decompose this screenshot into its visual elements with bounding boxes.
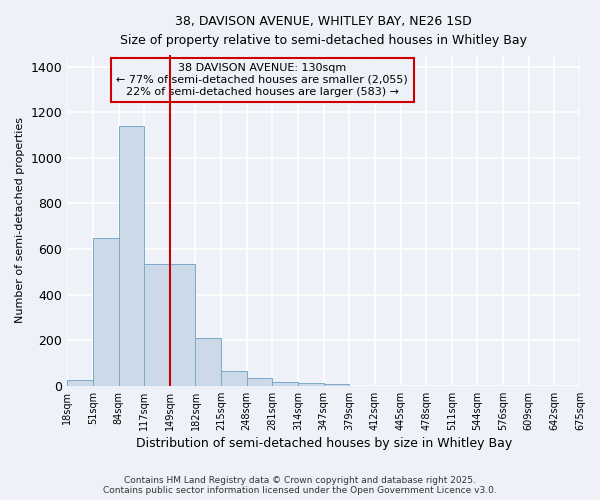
Text: Contains HM Land Registry data © Crown copyright and database right 2025.
Contai: Contains HM Land Registry data © Crown c…	[103, 476, 497, 495]
Bar	[323, 384, 349, 386]
Bar	[221, 371, 247, 386]
Bar	[298, 383, 323, 386]
Y-axis label: Number of semi-detached properties: Number of semi-detached properties	[15, 118, 25, 324]
Bar	[119, 126, 144, 386]
Bar	[272, 382, 298, 386]
Bar	[93, 238, 119, 386]
Bar	[196, 338, 221, 386]
Bar	[67, 380, 93, 386]
Bar	[144, 264, 170, 386]
Bar	[247, 378, 272, 386]
Text: 38 DAVISON AVENUE: 130sqm
← 77% of semi-detached houses are smaller (2,055)
22% : 38 DAVISON AVENUE: 130sqm ← 77% of semi-…	[116, 64, 408, 96]
Bar	[170, 264, 196, 386]
Title: 38, DAVISON AVENUE, WHITLEY BAY, NE26 1SD
Size of property relative to semi-deta: 38, DAVISON AVENUE, WHITLEY BAY, NE26 1S…	[120, 15, 527, 47]
X-axis label: Distribution of semi-detached houses by size in Whitley Bay: Distribution of semi-detached houses by …	[136, 437, 512, 450]
